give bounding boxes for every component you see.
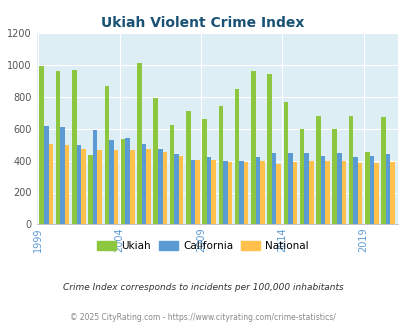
Bar (373, 163, 378, 224)
Bar (211, 160, 215, 224)
Bar (178, 156, 183, 224)
Bar (308, 161, 313, 224)
Bar (352, 157, 357, 224)
Bar (174, 154, 178, 224)
Bar (320, 156, 324, 224)
Bar (39, 66, 44, 224)
Bar (357, 163, 362, 224)
Bar (288, 152, 292, 224)
Bar (141, 144, 146, 224)
Bar (146, 148, 150, 224)
Bar (255, 157, 260, 224)
Bar (49, 144, 53, 224)
Bar (260, 161, 264, 224)
Bar (97, 150, 102, 224)
Bar (239, 161, 243, 224)
Legend: Ukiah, California, National: Ukiah, California, National (93, 237, 312, 255)
Bar (158, 149, 162, 224)
Bar (369, 156, 373, 224)
Bar (81, 149, 85, 224)
Bar (113, 150, 118, 224)
Bar (364, 152, 369, 224)
Bar (276, 164, 280, 224)
Bar (194, 160, 199, 224)
Bar (60, 127, 65, 224)
Bar (206, 157, 211, 224)
Bar (202, 119, 206, 224)
Bar (336, 153, 341, 224)
Bar (243, 162, 248, 224)
Bar (218, 106, 222, 224)
Bar (162, 152, 167, 224)
Bar (283, 102, 288, 224)
Bar (390, 162, 394, 224)
Bar (65, 146, 69, 224)
Bar (266, 74, 271, 224)
Bar (121, 139, 125, 224)
Bar (341, 161, 345, 224)
Bar (185, 111, 190, 224)
Bar (153, 98, 158, 224)
Bar (315, 116, 320, 224)
Bar (72, 71, 77, 224)
Bar (250, 71, 255, 224)
Bar (332, 129, 336, 224)
Bar (385, 154, 390, 224)
Text: Crime Index corresponds to incidents per 100,000 inhabitants: Crime Index corresponds to incidents per… (62, 283, 343, 292)
Bar (93, 130, 97, 224)
Bar (190, 160, 194, 224)
Bar (234, 89, 239, 224)
Text: © 2025 CityRating.com - https://www.cityrating.com/crime-statistics/: © 2025 CityRating.com - https://www.city… (70, 313, 335, 322)
Bar (125, 138, 130, 224)
Bar (130, 150, 134, 224)
Bar (104, 86, 109, 224)
Text: Ukiah Violent Crime Index: Ukiah Violent Crime Index (101, 16, 304, 30)
Bar (55, 71, 60, 224)
Bar (299, 129, 304, 224)
Bar (109, 140, 113, 224)
Bar (222, 161, 227, 224)
Bar (227, 162, 232, 224)
Bar (88, 155, 93, 224)
Bar (137, 63, 141, 224)
Bar (348, 116, 352, 224)
Bar (44, 125, 49, 224)
Bar (304, 152, 308, 224)
Bar (77, 145, 81, 224)
Bar (324, 161, 329, 224)
Bar (292, 162, 296, 224)
Bar (271, 152, 276, 224)
Bar (169, 125, 174, 224)
Bar (380, 117, 385, 224)
